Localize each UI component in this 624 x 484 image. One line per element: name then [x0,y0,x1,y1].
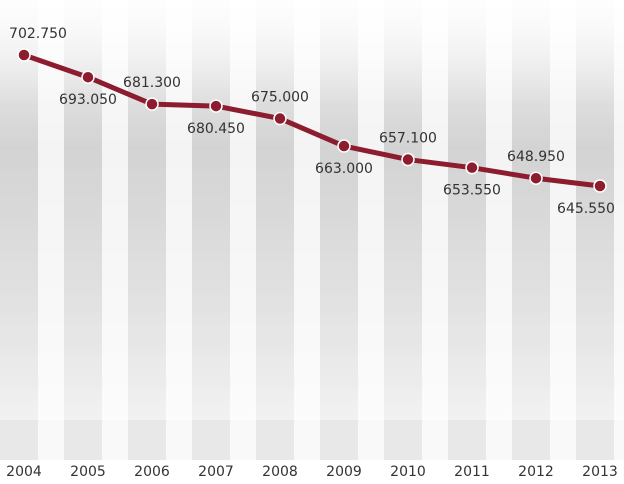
point [465,160,479,175]
point [337,139,351,153]
axis-band [0,460,624,484]
point [145,97,159,111]
line [23,52,601,189]
point [593,179,607,193]
stripe [102,0,128,460]
data-label: 675.000 [251,90,309,106]
stripe [358,0,384,460]
data-label: 648.950 [507,149,565,165]
stripe [38,0,64,460]
point [273,111,287,126]
data-label: 645.550 [557,201,615,217]
point [209,99,223,113]
stripes [38,0,624,460]
x-tick-label: 2008 [262,464,298,480]
data-label: 693.050 [59,92,117,108]
x-tick-label: 2007 [198,464,234,480]
stripe [422,0,448,460]
point [401,152,415,167]
x-tick-label: 2004 [6,464,42,480]
data-label: 653.550 [443,183,501,199]
x-tick-label: 2005 [70,464,106,480]
stripe [614,0,624,460]
x-tick-label: 2012 [518,464,554,480]
stripe [486,0,512,460]
stripe [166,0,192,460]
data-label: 680.450 [187,121,245,137]
x-tick-label: 2006 [134,464,170,480]
data-label: 663.000 [315,161,373,177]
data-label: 702.750 [9,26,67,42]
data-label: 657.100 [379,131,437,147]
x-tick-label: 2013 [582,464,618,480]
stripe [294,0,320,460]
x-tick-label: 2010 [390,464,426,480]
point [17,48,31,62]
data-label: 681.300 [123,75,181,91]
stripe [230,0,256,460]
point [529,171,543,185]
point [81,70,95,84]
x-tick-label: 2011 [454,464,490,480]
x-tick-label: 2009 [326,464,362,480]
stripe [550,0,576,460]
